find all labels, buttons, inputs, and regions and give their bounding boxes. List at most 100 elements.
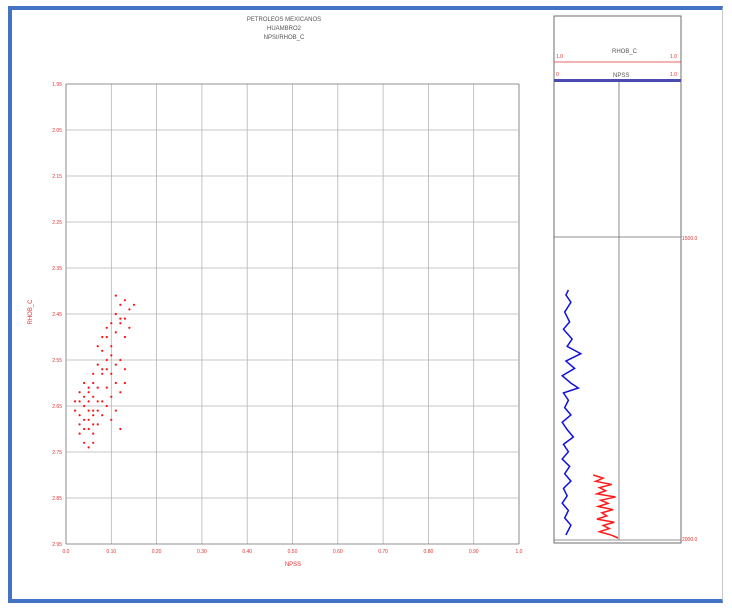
scatter-point <box>123 317 126 320</box>
scatter-point <box>83 381 86 385</box>
crossplot-points <box>73 294 136 449</box>
scatter-point <box>110 345 113 348</box>
rhob-min-label: 1.0 <box>556 54 563 60</box>
scatter-point <box>78 432 81 435</box>
y-tick-label: 2.35 <box>52 266 62 272</box>
scatter-point <box>73 400 77 403</box>
y-tick-label: 2.65 <box>52 404 62 410</box>
scatter-point <box>114 331 117 334</box>
y-tick-label: 2.75 <box>52 450 62 456</box>
scatter-point <box>110 322 113 325</box>
scatter-point <box>92 409 95 412</box>
y-tick-label: 2.25 <box>52 220 62 226</box>
log-track-panel: RHOB_C 1.0 1.0 NPSS 0 1.0 1500.0 2000.0 <box>553 15 698 544</box>
x-tick-label: 0.10 <box>106 549 116 555</box>
y-tick-label: 2.85 <box>52 496 62 502</box>
scatter-point <box>87 446 90 449</box>
scatter-point <box>123 335 126 339</box>
scatter-point <box>123 299 126 302</box>
scatter-point <box>96 386 99 389</box>
scatter-point <box>123 381 126 385</box>
x-tick-label: 0.50 <box>288 549 298 555</box>
y-tick-label: 1.95 <box>52 82 62 88</box>
scatter-point <box>92 414 95 417</box>
scatter-point <box>110 372 113 375</box>
scatter-point <box>96 423 99 426</box>
scatter-point <box>128 326 131 329</box>
scatter-point <box>114 312 117 316</box>
scatter-point <box>119 322 122 325</box>
scatter-point <box>110 354 113 357</box>
scatter-point <box>83 427 86 431</box>
x-tick-label: 0.90 <box>469 549 479 555</box>
y-axis-label: RHOB_C <box>28 299 34 325</box>
y-tick-label: 2.05 <box>52 128 62 134</box>
scatter-point <box>119 358 122 362</box>
rhob-max-label: 1.0 <box>670 54 677 60</box>
scatter-point <box>114 363 117 366</box>
depth-marker-label-1: 1500.0 <box>682 236 698 242</box>
scatter-point <box>87 418 90 421</box>
scatter-point <box>101 349 104 352</box>
scatter-point <box>132 303 136 306</box>
scatter-point <box>83 418 86 421</box>
scatter-point <box>101 400 104 403</box>
scatter-point <box>92 372 95 375</box>
scatter-point <box>92 423 95 426</box>
rhob-track-label: RHOB_C <box>612 49 638 55</box>
scatter-point <box>83 404 86 408</box>
scatter-point <box>119 391 122 394</box>
scatter-point <box>87 427 90 431</box>
scatter-point <box>114 381 117 385</box>
chart-frame <box>8 6 723 603</box>
scatter-point <box>78 414 81 417</box>
scatter-point <box>128 308 131 311</box>
scatter-point <box>119 303 122 306</box>
y-tick-label: 2.95 <box>52 542 62 548</box>
npss-curve <box>560 289 583 536</box>
scatter-point <box>87 400 90 403</box>
title-line-1: PETROLEOS MEXICANOS <box>246 17 322 23</box>
scatter-point <box>78 400 81 403</box>
x-tick-label: 1.0 <box>516 549 523 555</box>
scatter-point <box>87 409 90 412</box>
scatter-point <box>123 368 126 371</box>
scatter-point <box>110 418 113 421</box>
x-axis-label: NPSS <box>285 562 301 568</box>
scatter-point <box>105 358 108 362</box>
npss-min-label: 0 <box>556 72 559 78</box>
x-tick-label: 0.30 <box>197 549 207 555</box>
title-line-2: HUAMBRO2 <box>266 26 301 32</box>
scatter-point <box>87 386 90 389</box>
scatter-point <box>83 395 86 398</box>
scatter-point <box>105 368 108 371</box>
x-tick-label: 0.70 <box>378 549 388 555</box>
npss-scale-bar <box>554 79 681 82</box>
scatter-point <box>101 414 104 417</box>
y-tick-label: 2.55 <box>52 358 62 364</box>
log-track-border <box>553 15 682 544</box>
scatter-point <box>96 363 99 366</box>
x-tick-label: 0.80 <box>424 549 434 555</box>
x-tick-label: 0.40 <box>242 549 252 555</box>
scatter-point <box>101 335 104 339</box>
scatter-point <box>119 317 122 320</box>
x-tick-label: 0.60 <box>333 549 343 555</box>
scatter-point <box>119 427 122 431</box>
scatter-point <box>92 432 95 435</box>
scatter-point <box>101 368 104 371</box>
scatter-point <box>105 386 108 389</box>
scatter-point <box>105 335 108 339</box>
scatter-point <box>83 441 86 444</box>
scatter-point <box>96 345 99 348</box>
scatter-point <box>73 409 77 412</box>
scatter-point <box>105 326 108 329</box>
title-line-3: NPSI/RHOB_C <box>263 35 305 41</box>
x-tick-label: 0.20 <box>152 549 162 555</box>
y-tick-label: 2.15 <box>52 174 62 180</box>
scatter-point <box>92 381 95 385</box>
scatter-point <box>101 372 104 375</box>
npss-max-label: 1.0 <box>670 72 677 78</box>
scatter-point <box>78 391 81 394</box>
